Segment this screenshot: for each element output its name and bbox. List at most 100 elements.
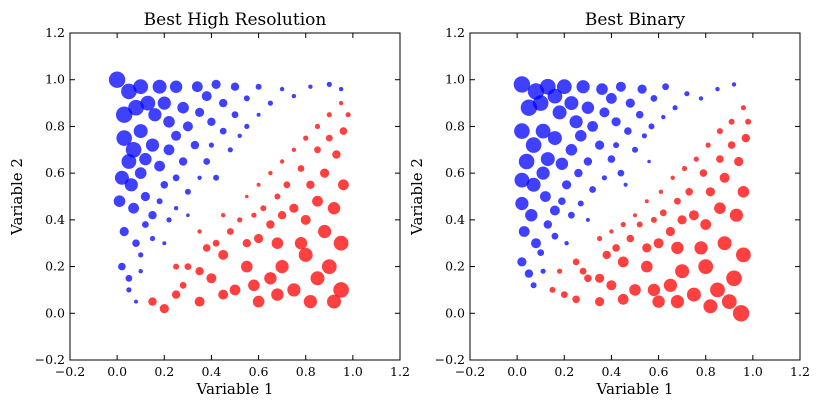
class-blue-point: [623, 182, 628, 187]
class-red-point: [252, 295, 265, 308]
class-red-point: [740, 105, 747, 111]
class-blue-point: [148, 211, 157, 220]
class-red-point: [595, 297, 605, 307]
class-red-point: [327, 202, 341, 215]
class-red-point: [212, 239, 220, 247]
class-blue-point: [524, 269, 534, 278]
class-blue-point: [203, 158, 211, 165]
class-red-point: [727, 141, 736, 149]
class-red-point: [606, 280, 617, 291]
class-red-point: [248, 279, 260, 292]
class-blue-point: [219, 127, 227, 135]
class-red-point: [703, 299, 718, 314]
x-tick-label: 0.6: [249, 364, 269, 379]
class-blue-point: [526, 177, 541, 192]
class-red-point: [729, 208, 744, 222]
class-red-point: [693, 156, 699, 162]
class-red-point: [226, 228, 234, 235]
class-blue-point: [715, 86, 720, 92]
class-blue-point: [514, 172, 530, 188]
class-red-point: [314, 146, 321, 154]
class-red-point: [698, 259, 714, 274]
class-red-point: [717, 236, 732, 251]
class-blue-point: [231, 111, 239, 119]
class-red-point: [745, 118, 752, 125]
scatter-panel-high-resolution: Best High Resolution −0.2 0.0 0.2 0.4 0.6 0.8 1…: [8, 10, 410, 398]
class-red-point: [572, 258, 580, 266]
class-blue-point: [615, 81, 626, 92]
class-blue-point: [244, 123, 250, 129]
class-blue-point: [138, 252, 144, 258]
y-tick-label: 0.8: [45, 118, 65, 133]
class-blue-point: [547, 88, 563, 104]
class-red-point: [148, 297, 157, 306]
y-tick-label: −0.2: [435, 352, 465, 367]
class-blue-point: [208, 142, 214, 148]
class-red-point: [728, 118, 735, 125]
class-blue-point: [308, 84, 313, 89]
class-red-point: [327, 294, 341, 309]
class-red-point: [737, 186, 750, 198]
class-blue-point: [698, 96, 704, 101]
class-blue-point: [515, 196, 529, 211]
chart-title: Best High Resolution: [144, 10, 327, 30]
class-red-point: [218, 249, 229, 260]
y-tick-label: 1.2: [45, 25, 65, 40]
class-blue-point: [156, 198, 163, 205]
class-red-point: [303, 135, 309, 141]
class-red-point: [629, 284, 641, 296]
y-tick-label: 0.6: [445, 165, 465, 180]
class-red-point: [663, 278, 678, 292]
class-blue-point: [564, 96, 579, 111]
points-layer: [108, 71, 351, 314]
class-red-point: [716, 128, 723, 135]
class-blue-point: [256, 112, 261, 117]
class-red-point: [194, 296, 205, 307]
class-blue-point: [536, 166, 550, 180]
class-red-point: [271, 237, 284, 249]
class-red-point: [294, 237, 308, 250]
class-red-point: [659, 209, 667, 217]
class-blue-point: [518, 153, 535, 170]
class-red-point: [665, 226, 676, 237]
class-red-point: [179, 281, 187, 289]
class-red-point: [338, 100, 344, 106]
class-red-point: [560, 291, 568, 298]
y-tick-label: 1.0: [45, 72, 65, 87]
class-blue-point: [114, 170, 129, 185]
class-red-point: [218, 289, 229, 300]
class-red-point: [245, 194, 249, 199]
x-tick-label: 0.6: [649, 364, 669, 379]
class-red-point: [597, 235, 603, 242]
class-blue-point: [162, 241, 167, 246]
class-blue-point: [650, 95, 658, 102]
class-red-point: [633, 213, 637, 218]
class-blue-point: [197, 175, 202, 180]
class-red-point: [206, 273, 217, 284]
class-red-point: [652, 295, 665, 308]
class-blue-point: [116, 106, 133, 123]
class-blue-point: [139, 152, 152, 166]
class-red-point: [291, 147, 297, 152]
class-blue-point: [134, 299, 138, 304]
class-blue-point: [140, 191, 150, 202]
class-red-point: [681, 165, 688, 172]
class-blue-point: [540, 191, 551, 202]
x-axis-label: Variable 1: [596, 380, 674, 398]
class-blue-point: [662, 83, 669, 91]
class-red-point: [242, 239, 251, 248]
y-tick-label: 0.0: [445, 305, 465, 320]
class-red-point: [736, 247, 751, 263]
class-red-point: [602, 250, 611, 260]
class-red-point: [626, 234, 635, 243]
class-blue-point: [525, 137, 542, 153]
class-red-point: [339, 127, 348, 135]
class-red-point: [670, 295, 685, 309]
x-tick-label: 0.8: [696, 364, 716, 379]
x-tick-label: 1.2: [790, 364, 810, 379]
class-red-point: [732, 305, 750, 322]
class-blue-point: [555, 157, 569, 170]
y-tick-label: −0.2: [35, 352, 65, 367]
class-red-point: [221, 213, 226, 218]
class-red-point: [675, 264, 690, 279]
